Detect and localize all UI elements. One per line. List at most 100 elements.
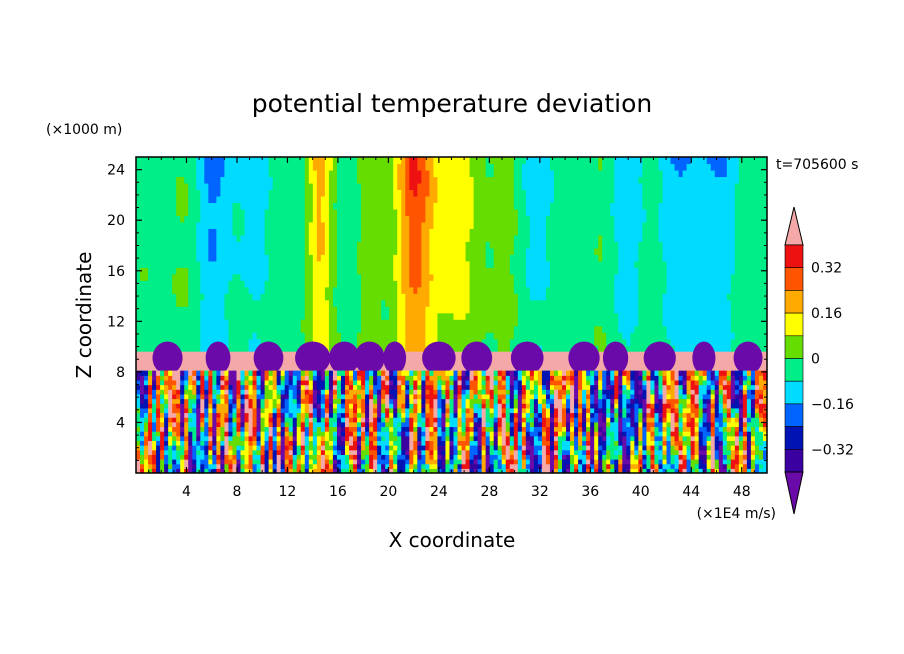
heatmap-cell	[184, 325, 189, 333]
heatmap-cell	[357, 280, 362, 288]
heatmap-cell	[678, 280, 684, 288]
heatmap-cell	[618, 208, 623, 216]
heatmap-cell	[276, 306, 282, 314]
heatmap-cell	[433, 208, 439, 216]
heatmap-cell	[497, 195, 503, 204]
heatmap-cell	[336, 202, 342, 210]
heatmap-cell	[481, 202, 487, 210]
heatmap-cell	[562, 332, 567, 340]
heatmap-cell	[256, 267, 262, 275]
heatmap-cell	[646, 286, 652, 294]
heatmap-cell	[754, 293, 760, 301]
heatmap-cell	[553, 286, 559, 294]
heatmap-cell	[180, 412, 185, 418]
heatmap-cell	[136, 202, 141, 210]
heatmap-cell	[481, 208, 487, 216]
heatmap-cell	[666, 247, 672, 255]
heatmap-cell	[658, 195, 664, 204]
heatmap-cell	[682, 221, 688, 229]
heatmap-cell	[497, 280, 503, 288]
heatmap-cell	[477, 208, 483, 216]
heatmap-cell	[196, 195, 201, 204]
heatmap-cell	[196, 176, 201, 184]
heatmap-cell	[525, 247, 531, 255]
heatmap-cell	[168, 176, 173, 184]
heatmap-cell	[574, 338, 579, 346]
heatmap-cell	[136, 176, 141, 184]
heatmap-cell	[622, 221, 627, 229]
heatmap-cell	[590, 241, 595, 249]
heatmap-cell	[674, 286, 680, 294]
heatmap-cell	[610, 195, 615, 204]
heatmap-cell	[610, 319, 615, 327]
heatmap-cell	[144, 426, 149, 432]
heatmap-cell	[489, 221, 495, 229]
heatmap-cell	[156, 338, 161, 346]
heatmap-cell	[373, 208, 378, 216]
heatmap-cell	[385, 157, 390, 165]
heatmap-cell	[357, 169, 362, 178]
heatmap-cell	[332, 273, 338, 281]
heatmap-cell	[425, 163, 430, 171]
heatmap-cell	[590, 312, 595, 320]
heatmap-cell	[457, 228, 463, 236]
heatmap-cell	[144, 169, 149, 178]
heatmap-cell	[754, 228, 760, 236]
heatmap-cell	[152, 421, 157, 428]
heatmap-cell	[140, 370, 145, 376]
heatmap-cell	[598, 163, 603, 171]
heatmap-cell	[646, 312, 652, 320]
heatmap-cell	[606, 189, 611, 197]
heatmap-cell	[421, 286, 426, 294]
heatmap-cell	[670, 221, 676, 229]
heatmap-cell	[373, 234, 378, 242]
heatmap-cell	[614, 247, 619, 255]
heatmap-cell	[332, 280, 338, 288]
heatmap-cell	[590, 254, 595, 262]
heatmap-cell	[670, 332, 676, 340]
heatmap-cell	[698, 260, 704, 268]
heatmap-cell	[332, 260, 338, 268]
heatmap-cell	[300, 338, 306, 346]
heatmap-cell	[582, 293, 587, 301]
heatmap-cell	[236, 267, 242, 275]
heatmap-cell	[413, 319, 418, 327]
heatmap-cell	[256, 319, 262, 327]
heatmap-cell	[176, 403, 181, 409]
heatmap-cell	[292, 228, 298, 236]
heatmap-cell	[622, 189, 627, 197]
heatmap-cell	[268, 280, 274, 288]
heatmap-cell	[634, 163, 639, 171]
heatmap-cell	[184, 176, 189, 184]
heatmap-cell	[357, 189, 362, 197]
heatmap-cell	[136, 228, 141, 236]
heatmap-cell	[280, 195, 286, 204]
heatmap-cell	[365, 182, 370, 191]
heatmap-cell	[248, 169, 254, 178]
heatmap-cell	[702, 267, 708, 275]
heatmap-cell	[541, 195, 547, 204]
heatmap-cell	[308, 202, 314, 210]
heatmap-cell	[320, 182, 326, 191]
heatmap-cell	[172, 370, 177, 376]
heatmap-cell	[232, 157, 238, 165]
heatmap-cell	[357, 182, 362, 191]
heatmap-cell	[228, 157, 234, 165]
heatmap-cell	[754, 332, 760, 340]
heatmap-cell	[252, 176, 258, 184]
heatmap-cell	[734, 176, 740, 184]
heatmap-cell	[582, 286, 587, 294]
cold-plume	[152, 341, 183, 375]
x-axis-label: X coordinate	[389, 528, 516, 552]
heatmap-cell	[140, 202, 145, 210]
heatmap-cell	[284, 228, 290, 236]
heatmap-cell	[405, 163, 410, 171]
heatmap-cell	[284, 169, 290, 178]
heatmap-cell	[505, 202, 511, 210]
heatmap-cell	[662, 247, 668, 255]
heatmap-cell	[292, 286, 298, 294]
heatmap-cell	[140, 267, 145, 275]
heatmap-cell	[706, 189, 712, 197]
heatmap-cell	[758, 228, 764, 236]
heatmap-cell	[465, 241, 471, 249]
